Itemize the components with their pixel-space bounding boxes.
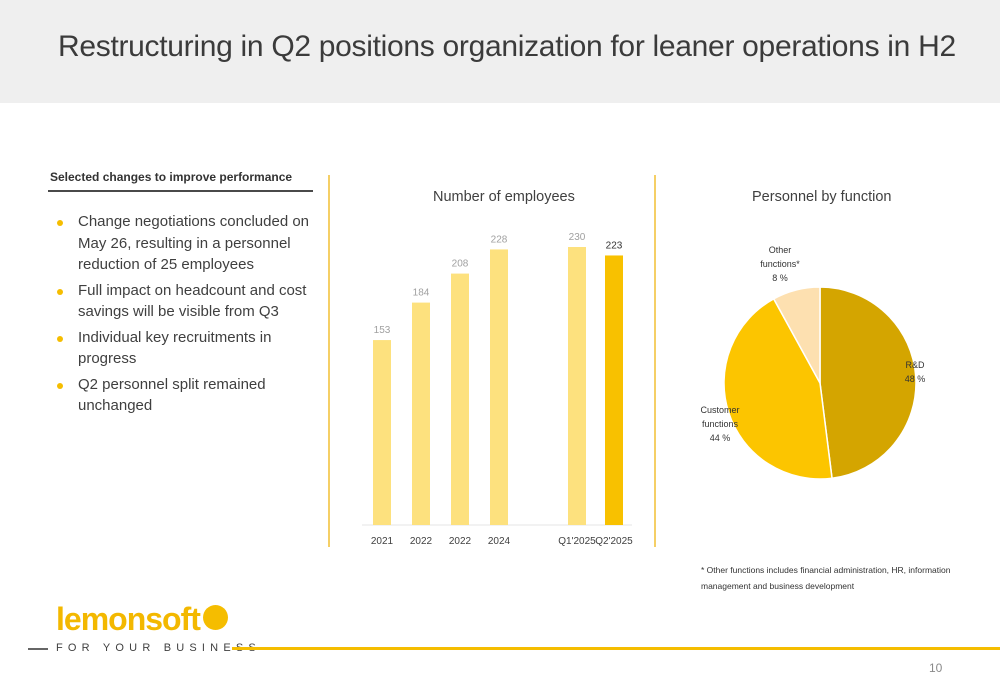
- bar-category-label: 2022: [410, 536, 433, 547]
- bar-2022: [451, 273, 469, 525]
- bullet-list: Change negotiations concluded on May 26,…: [55, 211, 310, 421]
- personnel-pie-chart: R&D 48 % Customer functions 44 % Other functio…: [700, 245, 926, 480]
- bar-Q2'2025: [605, 255, 623, 525]
- bar-2021: [373, 340, 391, 525]
- bar-2024: [490, 249, 508, 525]
- pie-slice-r-d: [819, 286, 917, 480]
- bullet-dot-icon: [57, 382, 63, 389]
- bullet-dot-icon: [57, 220, 63, 226]
- bullet-text: Q2 personnel split remained unchanged: [78, 375, 266, 415]
- tagline-rule-left: [28, 648, 48, 650]
- pie-chart-title: Personnel by function: [752, 189, 892, 205]
- page-number: 10: [929, 661, 943, 675]
- bullet-item: Full impact on headcount and cost saving…: [55, 280, 310, 323]
- pie-label: R&D 48 %: [905, 360, 926, 384]
- employees-bar-chart: 153 2021 184 2022 208 2022 228 2024 230 Q1'2025 22…: [362, 232, 633, 547]
- pie-label: Other functions* 8 %: [760, 245, 800, 283]
- tagline-rule-right: [232, 647, 1000, 650]
- lemonsoft-logo: lemonsoft: [56, 601, 201, 637]
- bullet-item: Q2 personnel split remained unchanged: [55, 374, 310, 417]
- lemon-logo-icon: [203, 605, 228, 630]
- pie-slice-customer-functions: [723, 297, 833, 480]
- bar-data-label: 184: [413, 288, 430, 299]
- bar-data-label: 153: [374, 325, 391, 336]
- bullet-item: Individual key recruitments in progress: [55, 327, 310, 370]
- bar-data-label: 230: [569, 232, 586, 243]
- bar-category-label: Q1'2025: [558, 536, 596, 547]
- bar-data-label: 208: [452, 259, 469, 270]
- section-heading: Selected changes to improve performance: [50, 170, 293, 184]
- bullet-text: Individual key recruitments in progress: [78, 328, 272, 368]
- bar-category-label: Q2'2025: [595, 536, 633, 547]
- column-divider: [328, 175, 330, 547]
- pie-label: Customer functions 44 %: [700, 405, 739, 443]
- column-divider: [654, 175, 656, 547]
- bullet-dot-icon: [57, 288, 63, 295]
- section-divider: [48, 190, 313, 192]
- bullet-item: Change negotiations concluded on May 26,…: [55, 211, 310, 276]
- logo-tagline: FOR YOUR BUSINESS: [56, 642, 261, 654]
- bar-2022: [412, 302, 430, 525]
- bar-data-label: 228: [491, 234, 508, 245]
- bar-category-label: 2022: [449, 536, 472, 547]
- bar-data-label: 223: [606, 240, 623, 251]
- bullet-text: Change negotiations concluded on May 26,…: [78, 213, 310, 273]
- pie-footnote: * Other functions includes financial adm…: [701, 565, 951, 591]
- slide-title: Restructuring in Q2 positions organizati…: [58, 30, 956, 63]
- bullet-dot-icon: [57, 335, 63, 342]
- bullet-text: Full impact on headcount and cost saving…: [78, 281, 307, 321]
- pie-slice-other-functions-: [772, 286, 821, 384]
- bar-category-label: 2021: [371, 536, 394, 547]
- bar-Q1'2025: [568, 247, 586, 525]
- header-band: [0, 0, 1000, 103]
- bar-category-label: 2024: [488, 536, 511, 547]
- bar-chart-title: Number of employees: [433, 189, 575, 205]
